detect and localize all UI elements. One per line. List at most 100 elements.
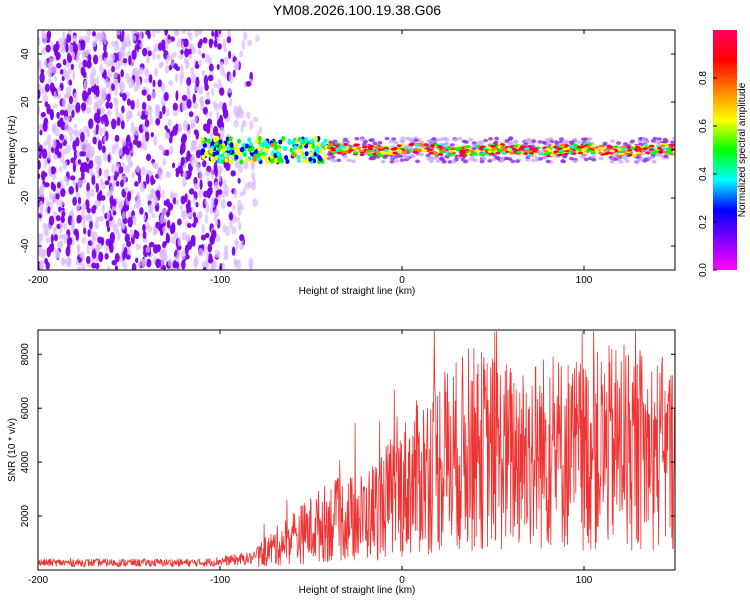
carrier-core-mark	[523, 152, 529, 156]
snr-xtick-label: -100	[210, 575, 230, 586]
noise-mark	[170, 36, 175, 42]
noise-mark	[42, 94, 48, 103]
noise-mark	[216, 110, 220, 120]
noise-mark	[126, 98, 131, 106]
carrier-core-mark	[519, 145, 525, 149]
noise-mark	[53, 234, 58, 242]
noise-mark	[44, 182, 50, 188]
noise-mark	[63, 93, 69, 99]
noise-mark	[60, 42, 66, 54]
noise-mark	[162, 240, 168, 246]
noise-mark	[168, 54, 175, 61]
noise-mark	[118, 166, 124, 174]
carrier-core-mark	[446, 146, 452, 149]
onset-mark	[270, 142, 275, 148]
noise-mark	[145, 173, 150, 185]
noise-mark	[113, 72, 118, 79]
carrier-halo-mark	[400, 136, 406, 141]
carrier-halo-mark	[462, 159, 468, 164]
noise-mark	[205, 53, 211, 64]
noise-mark	[144, 119, 150, 128]
noise-mark	[180, 49, 184, 55]
carrier-halo-mark	[610, 139, 616, 143]
noise-mark	[233, 257, 237, 269]
spectrogram-xtick-label: -200	[28, 275, 48, 286]
colorbar-tick-label: 0.6	[698, 119, 709, 133]
noise-mark	[186, 129, 192, 136]
noise-mark	[223, 46, 227, 53]
carrier-halo-mark	[635, 159, 641, 163]
noise-mark	[199, 179, 203, 190]
carrier-core-mark	[603, 152, 609, 156]
noise-mark	[119, 179, 124, 188]
carrier-halo-mark	[650, 139, 656, 143]
noise-mark	[194, 115, 198, 124]
carrier-core-mark	[416, 149, 423, 153]
carrier-halo-mark	[545, 159, 551, 164]
noise-mark	[38, 200, 44, 212]
noise-mark	[168, 39, 172, 45]
noise-mark	[80, 66, 86, 76]
noise-mark	[163, 200, 167, 206]
noise-mark	[198, 59, 203, 67]
carrier-halo-mark	[389, 159, 395, 164]
noise-mark	[63, 233, 69, 240]
carrier-core-mark	[621, 145, 627, 149]
carrier-halo-mark	[637, 139, 643, 144]
noise-mark	[52, 197, 56, 204]
carrier-halo-mark	[469, 155, 475, 160]
noise-mark	[157, 165, 163, 177]
onset-mark	[308, 151, 313, 157]
onset-mark	[206, 138, 211, 144]
noise-mark	[73, 43, 79, 54]
carrier-core-mark	[570, 145, 576, 149]
noise-mark	[155, 107, 160, 119]
noise-mark	[190, 67, 195, 74]
noise-mark	[69, 134, 73, 143]
onset-mark	[257, 146, 262, 152]
noise-mark	[239, 50, 244, 58]
carrier-core-mark	[577, 151, 583, 155]
carrier-halo-mark	[468, 137, 474, 142]
noise-mark	[199, 96, 204, 106]
onset-mark	[234, 143, 239, 149]
carrier-halo-mark	[662, 137, 668, 142]
carrier-halo-mark	[479, 159, 485, 164]
onset-mark	[313, 136, 318, 142]
noise-mark	[38, 59, 42, 68]
noise-mark	[127, 216, 133, 228]
noise-mark	[80, 102, 87, 112]
carrier-core-mark	[465, 145, 471, 149]
noise-mark	[41, 249, 46, 259]
noise-mark	[145, 246, 151, 253]
noise-mark	[80, 131, 85, 143]
noise-mark	[93, 127, 97, 137]
carrier-core-mark	[368, 144, 375, 148]
noise-mark	[90, 188, 95, 198]
carrier-core-mark	[631, 154, 637, 157]
noise-mark	[85, 143, 92, 153]
carrier-halo-mark	[576, 140, 582, 144]
spectrogram-ytick-label: -40	[20, 238, 31, 253]
noise-mark	[162, 158, 166, 167]
carrier-halo-mark	[442, 136, 448, 141]
carrier-halo-mark	[449, 143, 455, 147]
onset-mark	[311, 143, 316, 149]
carrier-halo-mark	[342, 154, 348, 159]
noise-mark	[44, 101, 49, 108]
noise-mark	[168, 64, 173, 71]
noise-mark	[193, 257, 198, 269]
carrier-halo-mark	[580, 154, 586, 159]
noise-mark	[81, 170, 85, 180]
noise-mark	[124, 165, 131, 174]
noise-mark	[219, 126, 225, 138]
noise-mark	[114, 265, 119, 270]
noise-mark	[109, 102, 113, 110]
noise-mark	[149, 115, 153, 125]
carrier-core-mark	[634, 149, 640, 152]
noise-mark	[190, 123, 196, 129]
noise-mark	[183, 57, 189, 65]
noise-mark	[202, 106, 208, 115]
noise-mark	[96, 107, 102, 116]
noise-mark	[153, 135, 158, 146]
